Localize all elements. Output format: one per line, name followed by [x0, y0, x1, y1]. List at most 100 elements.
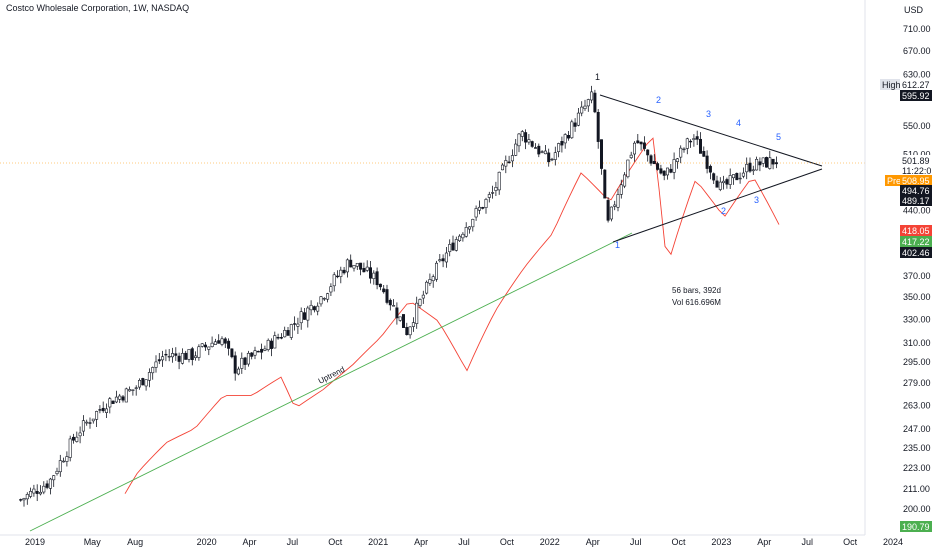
price-tag-box: [900, 521, 932, 532]
candle-body: [131, 389, 135, 391]
candle-body: [497, 171, 501, 191]
price-tag-box: [900, 155, 932, 166]
wave-label-upper: 4: [736, 118, 741, 128]
candle-body: [174, 353, 178, 356]
candle-body: [233, 355, 237, 374]
candle-body: [728, 175, 732, 185]
candle-body: [553, 152, 557, 160]
wave-label-upper: 2: [656, 95, 661, 105]
candle-body: [656, 163, 660, 170]
candle-body: [649, 155, 653, 164]
candle-body: [187, 349, 191, 360]
y-tick-label: 510.00: [903, 149, 931, 159]
candle-body: [230, 348, 234, 358]
candle-body: [42, 485, 46, 493]
candle-body: [560, 141, 564, 146]
candle-body: [689, 140, 693, 143]
candle-body: [105, 408, 109, 413]
candle-body: [586, 99, 590, 107]
candle-body: [114, 396, 118, 403]
candle-body: [451, 242, 455, 251]
candle-body: [675, 158, 679, 162]
candle-body: [580, 106, 584, 114]
candle-body: [576, 112, 580, 126]
candle-body: [95, 411, 99, 420]
candle-body: [223, 338, 227, 344]
candle-body: [702, 151, 706, 157]
trend-layer: [0, 94, 865, 532]
candle-body: [705, 155, 709, 169]
price-tag-box: [900, 185, 932, 196]
candle-body: [616, 194, 620, 208]
candle-body: [636, 140, 640, 144]
candle-body: [237, 368, 241, 375]
candle-body: [177, 355, 181, 362]
price-tag-value: 612.27: [902, 80, 930, 90]
candle-body: [487, 194, 491, 198]
candle-body: [603, 169, 607, 199]
candle-body: [438, 259, 442, 262]
price-tag-box: [900, 247, 932, 258]
candle-body: [550, 158, 554, 161]
candle-body: [623, 174, 627, 187]
wave-label-upper: 1: [595, 72, 600, 82]
candle-body: [494, 187, 498, 191]
candle-body: [431, 276, 435, 282]
candle-body: [504, 160, 508, 167]
candle-body: [632, 142, 636, 155]
candle-body: [474, 208, 478, 218]
price-tag-label: High: [882, 80, 901, 90]
bars-range-label: 56 bars, 392d: [672, 286, 721, 295]
candle-body: [378, 283, 382, 288]
candle-body: [672, 159, 676, 173]
candle-body: [147, 372, 151, 381]
candle-body: [302, 312, 306, 320]
candle-body: [299, 311, 303, 324]
candle-body: [751, 169, 755, 172]
candle-body: [547, 152, 551, 163]
candle-body: [415, 302, 419, 324]
candle-body: [368, 267, 372, 279]
candle-body: [322, 298, 326, 300]
candle-body: [566, 135, 570, 139]
candle-body: [428, 279, 432, 284]
candle-body: [329, 286, 333, 293]
y-axis-unit: USD: [904, 5, 924, 15]
x-axis[interactable]: 2019 May Aug 2020 Apr Jul Oct 2021 Apr Jul Oct 2022…: [0, 534, 903, 547]
candle-body: [184, 352, 188, 360]
x-tick-label: Apr: [242, 537, 256, 547]
candle-body: [141, 378, 145, 386]
moving-average-layer: [124, 137, 780, 494]
candle-body: [510, 155, 514, 162]
price-tag-value: 494.76: [902, 186, 930, 196]
candle-body: [573, 122, 577, 127]
candle-body: [362, 268, 366, 273]
price-tag-box: [900, 225, 932, 236]
candle-body: [62, 460, 66, 463]
y-tick-label: 223.00: [903, 463, 931, 473]
candle-body: [296, 323, 300, 327]
wave-label-lower: 2: [721, 206, 726, 216]
y-tick-label: 330.00: [903, 314, 931, 324]
candle-body: [471, 219, 475, 228]
y-axis[interactable]: USD710.00670.00630.00550.00510.00470.004…: [864, 0, 931, 535]
candle-body: [768, 157, 772, 169]
triangle-lower-line: [612, 168, 823, 243]
x-tick-label: Apr: [757, 537, 771, 547]
candle-body: [312, 306, 316, 311]
moving-average-line: [124, 137, 780, 494]
candle-body: [19, 499, 23, 501]
x-tick-label: May: [84, 537, 102, 547]
y-tick-label: 235.00: [903, 443, 931, 453]
candle-body: [316, 305, 320, 312]
candlestick-layer: [19, 85, 778, 507]
candle-body: [712, 173, 716, 181]
candle-body: [194, 355, 198, 358]
price-tag-label-box: [885, 175, 905, 186]
y-tick-label: 550.00: [903, 121, 931, 131]
candle-body: [679, 147, 683, 158]
candle-body: [35, 491, 39, 494]
candle-body: [352, 265, 356, 269]
